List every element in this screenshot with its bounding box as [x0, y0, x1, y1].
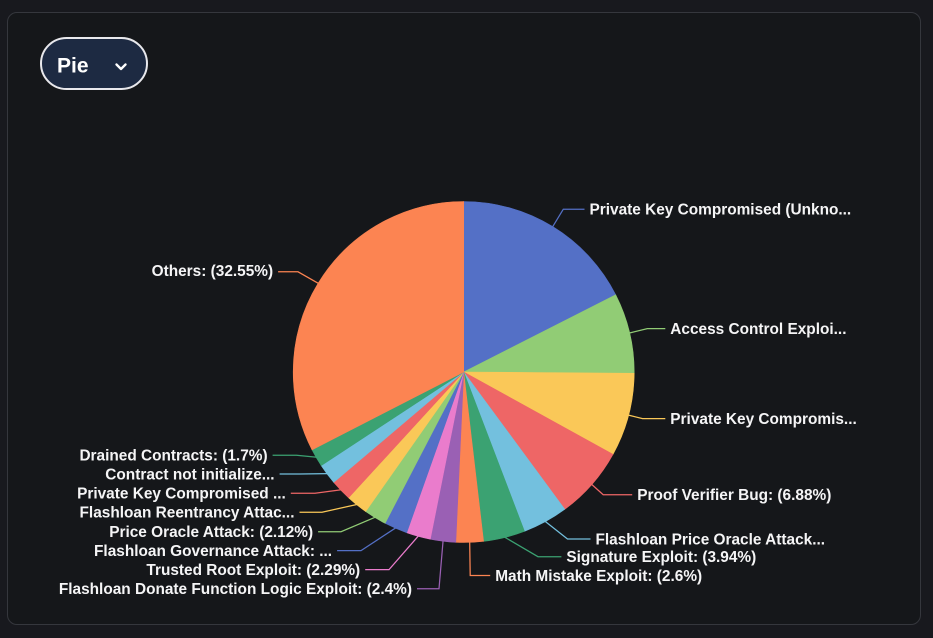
svg-text:Private Key Compromised (Unkno: Private Key Compromised (Unkno... — [590, 202, 852, 219]
svg-text:Contract not initialize...: Contract not initialize... — [105, 466, 274, 483]
svg-text:Private Key Compromised ...: Private Key Compromised ... — [77, 486, 286, 503]
svg-text:Flashloan Reentrancy Attac...: Flashloan Reentrancy Attac... — [80, 505, 295, 522]
svg-text:Flashloan Donate Function Logi: Flashloan Donate Function Logic Exploit:… — [59, 581, 412, 598]
svg-text:Signature Exploit: (3.94%): Signature Exploit: (3.94%) — [566, 549, 756, 566]
svg-text:Price Oracle Attack: (2.12%): Price Oracle Attack: (2.12%) — [109, 524, 313, 541]
svg-text:Access Control Exploi...: Access Control Exploi... — [670, 321, 846, 338]
svg-text:Math Mistake Exploit: (2.6%): Math Mistake Exploit: (2.6%) — [495, 568, 702, 585]
svg-text:Private Key Compromis...: Private Key Compromis... — [670, 411, 856, 428]
svg-text:Flashloan Governance Attack: .: Flashloan Governance Attack: ... — [94, 543, 332, 560]
svg-text:Proof Verifier Bug: (6.88%): Proof Verifier Bug: (6.88%) — [637, 487, 831, 504]
svg-text:Drained Contracts: (1.7%): Drained Contracts: (1.7%) — [79, 448, 267, 465]
svg-text:Flashloan Price Oracle Attack.: Flashloan Price Oracle Attack... — [596, 531, 826, 548]
svg-text:Others: (32.55%): Others: (32.55%) — [152, 263, 273, 280]
svg-text:Trusted Root Exploit: (2.29%): Trusted Root Exploit: (2.29%) — [146, 562, 360, 579]
